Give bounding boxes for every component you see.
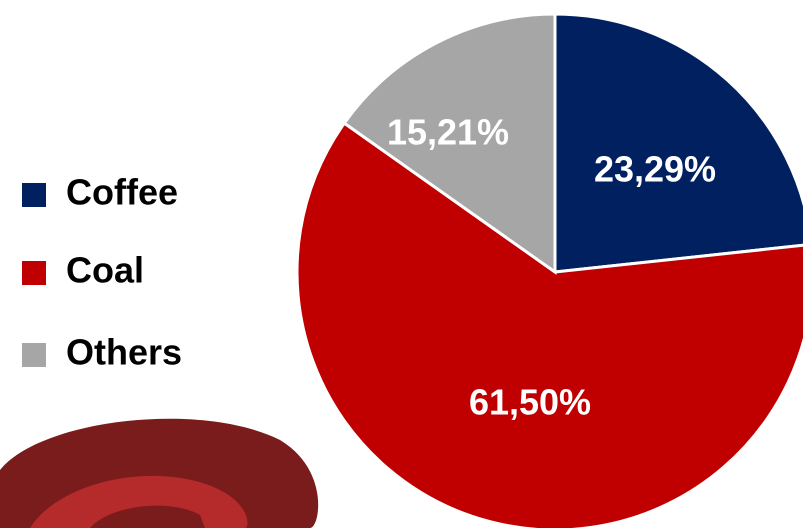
legend-label: Others [66,332,182,373]
data-label: 61,50% [469,382,591,423]
data-label: 23,29% [594,149,716,190]
legend-label: Coal [66,250,144,291]
legend-swatch [22,261,46,285]
legend-label: Coffee [66,172,178,213]
legend-swatch [22,183,46,207]
pie-slice [553,12,803,274]
pie-slice [342,12,557,275]
pie-slice [295,121,803,528]
legend-swatch [22,343,46,367]
decoration [0,418,319,528]
data-label: 15,21% [387,112,509,153]
